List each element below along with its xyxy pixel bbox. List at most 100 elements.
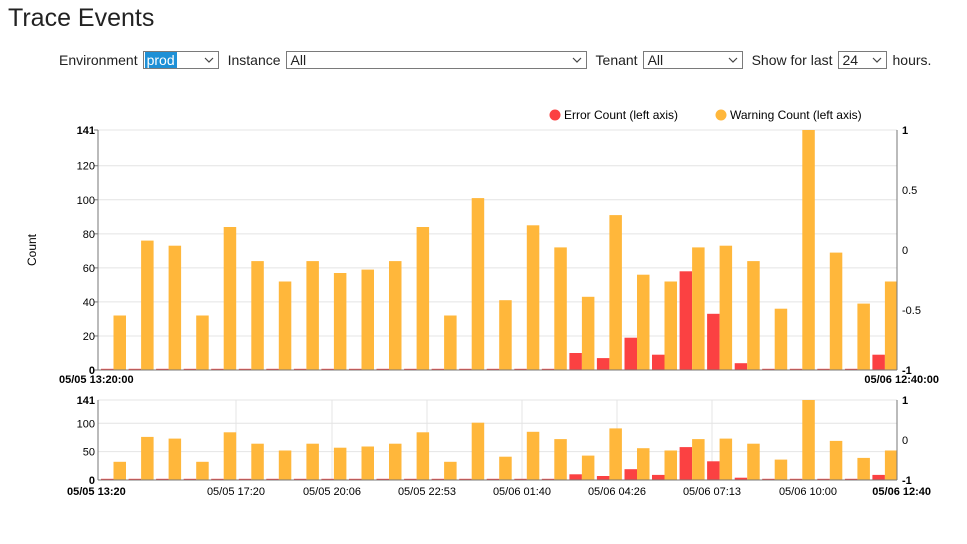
hours-suffix: hours. — [892, 52, 932, 68]
error-bar[interactable] — [101, 368, 114, 370]
warning-bar-mini — [857, 457, 870, 480]
tenant-value: All — [647, 52, 664, 68]
navigator-y-tick-labels: 0 50 100 141 — [77, 395, 95, 487]
error-bar[interactable] — [707, 313, 720, 370]
warning-bar[interactable] — [278, 281, 292, 371]
navigator-right-tick-labels: -1 0 1 — [902, 395, 912, 487]
warning-bar[interactable] — [361, 269, 375, 370]
warning-bar[interactable] — [609, 215, 622, 370]
warning-bar[interactable] — [113, 315, 127, 371]
warning-bar[interactable] — [499, 300, 512, 370]
warning-bar[interactable] — [774, 308, 788, 370]
legend-item-warning[interactable]: Warning Count (left axis) — [715, 108, 862, 122]
warning-bar[interactable] — [141, 240, 154, 370]
warning-bar[interactable] — [857, 303, 870, 370]
warning-bar-mini — [361, 446, 374, 480]
warning-bar[interactable] — [884, 281, 898, 371]
warning-bar-mini — [664, 450, 677, 480]
main-bars[interactable] — [101, 130, 898, 371]
error-bar[interactable] — [569, 353, 582, 370]
tenant-select[interactable]: All — [642, 51, 743, 69]
warning-legend-label: Warning Count (left axis) — [730, 108, 862, 122]
warning-bar[interactable] — [306, 261, 319, 370]
error-bar-mini — [596, 476, 610, 480]
error-bar[interactable] — [376, 368, 390, 370]
error-bar[interactable] — [266, 368, 279, 370]
error-bar[interactable] — [431, 368, 445, 370]
main-chart: 0 20 40 60 80 100 120 141 -1 -0.5 0 0.5 1 Count 05/… — [25, 125, 939, 386]
error-legend-label: Error Count (left axis) — [564, 108, 678, 122]
warning-bar[interactable] — [554, 247, 567, 370]
error-bar[interactable] — [624, 337, 638, 370]
warning-bar[interactable] — [471, 198, 485, 370]
right-tick-label: -0.5 — [902, 305, 921, 317]
warning-bar-mini — [444, 461, 457, 480]
warning-bar-mini — [499, 456, 512, 480]
legend-item-error[interactable]: Error Count (left axis) — [549, 108, 679, 122]
error-bar[interactable] — [128, 368, 142, 370]
y-tick-label: 141 — [77, 125, 95, 137]
error-bar-mini — [734, 477, 748, 480]
warning-bar[interactable] — [719, 245, 733, 370]
warning-bar[interactable] — [389, 261, 402, 370]
error-bar[interactable] — [211, 368, 224, 370]
y-tick-label: 80 — [83, 229, 95, 241]
error-bar[interactable] — [459, 368, 472, 370]
warning-bar[interactable] — [196, 315, 209, 371]
x-tick-label: 05/05 22:53 — [398, 486, 456, 498]
warning-bar-mini — [802, 400, 815, 480]
warning-bar[interactable] — [829, 252, 843, 370]
error-bar[interactable] — [734, 363, 748, 370]
warning-bar[interactable] — [526, 225, 540, 370]
environment-select[interactable]: prod — [142, 51, 219, 69]
warning-bar[interactable] — [168, 245, 182, 370]
right-tick-label: 0 — [902, 245, 908, 257]
error-bar[interactable] — [679, 271, 693, 370]
error-bar[interactable] — [596, 358, 610, 370]
error-bar[interactable] — [321, 368, 334, 370]
chevron-down-icon — [572, 57, 581, 63]
hours-select[interactable]: 24 — [837, 51, 887, 69]
instance-select[interactable]: All — [285, 51, 587, 69]
error-bar[interactable] — [349, 368, 362, 370]
error-bar[interactable] — [293, 368, 307, 370]
warning-bar[interactable] — [251, 261, 264, 370]
error-bar[interactable] — [789, 368, 803, 370]
navigator-bars — [101, 400, 898, 480]
warning-bar[interactable] — [223, 227, 237, 370]
error-bar[interactable] — [404, 368, 417, 370]
warning-bar[interactable] — [581, 296, 595, 370]
warning-bar[interactable] — [416, 227, 430, 370]
error-bar-mini — [679, 447, 693, 480]
error-bar[interactable] — [514, 368, 527, 370]
error-bar-mini — [376, 478, 389, 480]
error-bar-mini — [762, 478, 775, 480]
warning-bar[interactable] — [692, 247, 705, 370]
legend: Error Count (left axis) Warning Count (l… — [549, 108, 862, 122]
warning-bar-mini — [196, 461, 209, 480]
x-tick-label: 05/06 01:40 — [493, 486, 551, 498]
error-bar[interactable] — [844, 368, 858, 370]
error-bar[interactable] — [486, 368, 500, 370]
main-y-tick-labels: 0 20 40 60 80 100 120 141 — [77, 125, 98, 377]
y-tick-label: 141 — [77, 395, 95, 407]
warning-bar-mini — [526, 431, 540, 480]
error-bar[interactable] — [238, 368, 252, 370]
warning-bar[interactable] — [637, 274, 650, 370]
x-range-end-label: 05/06 12:40:00 — [864, 374, 939, 386]
error-bar[interactable] — [652, 354, 665, 370]
warning-bar[interactable] — [802, 130, 815, 370]
error-bar[interactable] — [872, 354, 885, 370]
error-bar[interactable] — [762, 368, 775, 370]
error-bar[interactable] — [156, 368, 169, 370]
error-bar[interactable] — [817, 368, 830, 370]
error-bar-mini — [101, 478, 114, 480]
warning-bar[interactable] — [747, 261, 760, 370]
warning-bar[interactable] — [444, 315, 457, 371]
warning-bar[interactable] — [664, 281, 678, 371]
warning-bar[interactable] — [333, 273, 347, 370]
error-bar[interactable] — [183, 368, 197, 370]
error-bar[interactable] — [541, 368, 555, 370]
